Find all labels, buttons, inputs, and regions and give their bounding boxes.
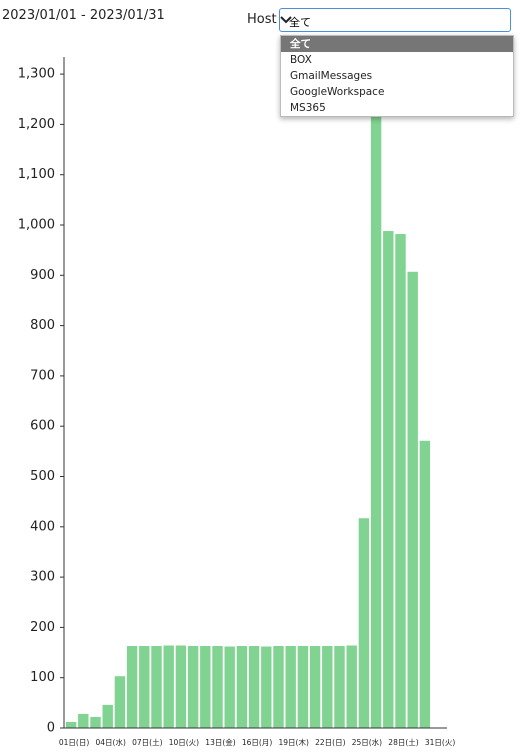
bar xyxy=(163,645,174,728)
y-tick-label: 1,300 xyxy=(18,67,55,82)
bar xyxy=(126,646,138,728)
chevron xyxy=(280,16,292,24)
bar xyxy=(65,721,77,728)
y-tick-label: 0 xyxy=(47,721,55,736)
bar xyxy=(187,646,199,728)
y-tick-label: 900 xyxy=(30,268,55,283)
bar xyxy=(358,518,370,728)
bar xyxy=(370,94,382,729)
bar xyxy=(102,704,113,728)
y-tick-label: 100 xyxy=(30,670,55,685)
y-tick-label: 600 xyxy=(30,419,55,434)
x-tick-label: 10日(火) xyxy=(169,738,199,747)
y-tick-label: 1,100 xyxy=(18,167,55,182)
bar xyxy=(175,645,187,728)
bar xyxy=(90,716,101,728)
host-option[interactable]: GmailMessages xyxy=(290,70,373,82)
bar xyxy=(322,646,333,728)
bar xyxy=(114,676,126,728)
bar xyxy=(334,646,345,728)
bar xyxy=(212,646,223,728)
y-tick-label: 200 xyxy=(30,620,55,635)
bar xyxy=(200,646,211,728)
bar xyxy=(273,646,284,728)
bar xyxy=(285,646,296,728)
date-range: 2023/01/01 - 2023/01/31 xyxy=(2,8,165,23)
host-select[interactable]: 全て xyxy=(279,8,511,32)
bar xyxy=(346,645,357,728)
host-option[interactable]: BOX xyxy=(290,54,312,66)
y-tick-label: 800 xyxy=(30,318,55,333)
host-label: Host xyxy=(247,12,277,27)
y-tick-label: 400 xyxy=(30,519,55,534)
bar xyxy=(261,646,272,728)
host-option[interactable]: 全て xyxy=(281,36,513,52)
bar xyxy=(139,646,150,728)
bar xyxy=(383,231,394,728)
selected-value: 全て xyxy=(289,16,311,29)
x-tick-label: 07日(土) xyxy=(132,737,162,747)
x-tick-label: 16日(月) xyxy=(242,738,272,747)
y-tick-label: 700 xyxy=(30,368,55,383)
bar xyxy=(236,646,248,728)
bar xyxy=(395,234,406,728)
host-option[interactable]: GoogleWorkspace xyxy=(290,86,385,98)
x-tick-label: 31日(火) xyxy=(425,738,455,747)
y-tick-label: 300 xyxy=(30,570,55,585)
x-tick-label: 25日(水) xyxy=(352,737,382,747)
bar xyxy=(248,646,260,728)
y-tick-label: 1,200 xyxy=(18,117,55,132)
bar xyxy=(78,713,89,728)
bar xyxy=(309,646,321,728)
x-tick-label: 01日(日) xyxy=(59,738,89,747)
y-tick-label: 500 xyxy=(30,469,55,484)
x-tick-label: 13日(金) xyxy=(205,737,235,747)
bar xyxy=(224,646,235,728)
y-tick-label: 1,000 xyxy=(18,218,55,233)
bar xyxy=(151,646,162,728)
x-tick-label: 28日(土) xyxy=(388,737,418,747)
host-option[interactable]: MS365 xyxy=(290,102,326,114)
x-tick-label: 22日(日) xyxy=(315,738,345,747)
bar xyxy=(419,440,431,728)
bar xyxy=(407,271,418,728)
x-tick-label: 19日(木) xyxy=(278,737,308,747)
x-tick-label: 04日(水) xyxy=(95,737,125,747)
bar xyxy=(297,646,309,728)
host-options: 全て BOX GmailMessages GoogleWorkspace MS365 xyxy=(280,35,514,117)
